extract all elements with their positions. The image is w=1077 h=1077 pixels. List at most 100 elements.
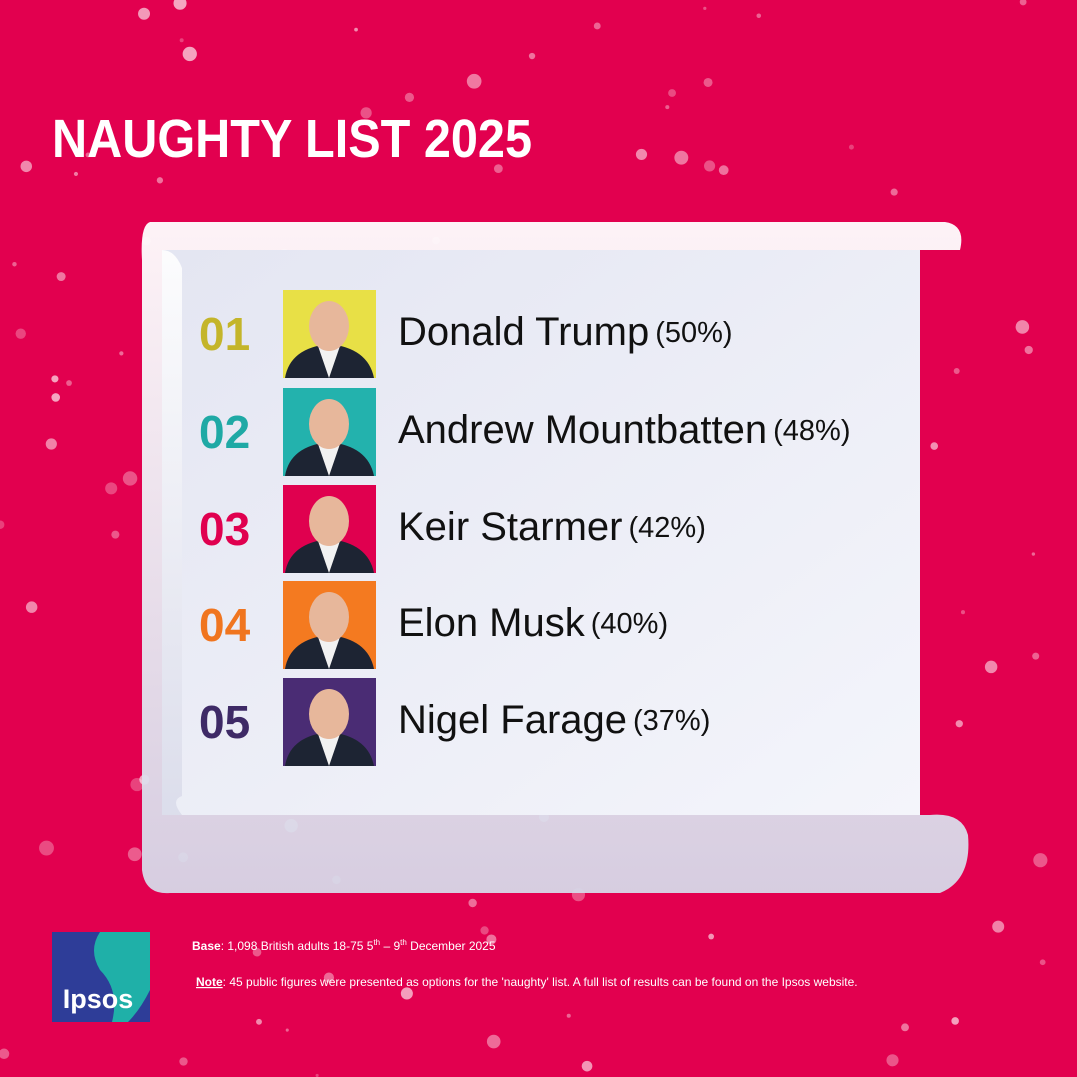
snowflake bbox=[122, 471, 138, 486]
photo bbox=[283, 485, 376, 573]
snowflake bbox=[0, 1048, 10, 1060]
snowflake bbox=[354, 27, 358, 32]
snowflake bbox=[493, 164, 503, 174]
snowflake bbox=[85, 152, 91, 158]
name: Elon Musk bbox=[398, 601, 586, 645]
entry: Andrew Mountbatten (48%) bbox=[398, 408, 850, 452]
snowflake bbox=[256, 1018, 262, 1025]
entry: Keir Starmer (42%) bbox=[398, 505, 706, 549]
base-note: Base: 1,098 British adults 18-75 5th – 9… bbox=[192, 938, 496, 953]
snowflake bbox=[25, 601, 38, 613]
snowflake bbox=[486, 1034, 501, 1049]
logo-text: Ipsos bbox=[63, 984, 134, 1014]
snowflake bbox=[951, 1017, 959, 1025]
base-sup: th bbox=[400, 938, 407, 947]
snowflake bbox=[73, 171, 79, 176]
photo bbox=[283, 581, 376, 669]
photo-collar bbox=[318, 541, 340, 573]
name: Keir Starmer bbox=[398, 505, 623, 549]
snowflake bbox=[953, 368, 960, 374]
photo-collar bbox=[318, 444, 340, 476]
rank: 02 bbox=[199, 406, 250, 458]
base-text: – 9 bbox=[380, 939, 400, 953]
base-text: December 2025 bbox=[407, 939, 496, 953]
photo-collar bbox=[318, 637, 340, 669]
photo-face bbox=[309, 592, 349, 642]
snowflake bbox=[111, 530, 120, 539]
snowflake bbox=[703, 6, 707, 10]
scroll-frame bbox=[141, 222, 969, 894]
snowflake bbox=[930, 442, 939, 450]
photo bbox=[283, 388, 376, 476]
snowflake bbox=[984, 660, 998, 674]
snowflake bbox=[156, 177, 164, 184]
snowflake bbox=[360, 107, 372, 119]
entry: Nigel Farage (37%) bbox=[398, 698, 710, 742]
list: 01 Donald Trump (50%)02 Andrew Mountbatten(… bbox=[199, 290, 850, 766]
snowflake bbox=[901, 1023, 909, 1032]
snowflake bbox=[182, 46, 197, 62]
snowflake bbox=[15, 328, 26, 339]
base-sup: th bbox=[373, 938, 380, 947]
snowflake bbox=[668, 89, 676, 97]
snowflake bbox=[1032, 652, 1040, 660]
snowflake bbox=[323, 972, 335, 983]
snowflake bbox=[127, 847, 142, 862]
snowflake bbox=[1039, 959, 1046, 966]
entry: Donald Trump (50%) bbox=[398, 310, 733, 354]
snowflake bbox=[252, 947, 262, 957]
snowflake bbox=[173, 0, 187, 10]
name: Andrew Mountbatten bbox=[398, 408, 767, 452]
snowflake bbox=[848, 144, 854, 150]
rank: 04 bbox=[199, 599, 251, 651]
logo-figure bbox=[94, 932, 150, 1022]
base-text: : 1,098 British adults 18-75 5 bbox=[221, 939, 374, 953]
snowflake bbox=[105, 482, 118, 495]
photo-collar bbox=[318, 734, 340, 766]
snowflake bbox=[138, 7, 151, 20]
snowflake bbox=[466, 73, 482, 89]
title: NAUGHTY LIST 2025 bbox=[52, 109, 532, 169]
snowflake bbox=[593, 22, 601, 30]
note: Note: 45 public figures were presented a… bbox=[196, 975, 858, 989]
photo-collar bbox=[318, 346, 340, 378]
snowflake bbox=[528, 52, 536, 60]
snowflake bbox=[674, 150, 689, 165]
snowflake bbox=[581, 1060, 593, 1072]
base-label: Base bbox=[192, 939, 221, 953]
snowflake bbox=[665, 105, 670, 110]
photo-face bbox=[309, 399, 349, 449]
snowflake bbox=[12, 261, 17, 267]
name: Donald Trump bbox=[398, 310, 649, 354]
snowflake bbox=[703, 77, 713, 87]
snowflake bbox=[39, 840, 54, 856]
snowflake bbox=[480, 926, 489, 935]
snowflake bbox=[1033, 853, 1048, 868]
entry: Elon Musk (40%) bbox=[398, 601, 668, 645]
snowflake bbox=[566, 1013, 571, 1018]
snowflake bbox=[955, 720, 963, 728]
snowflake bbox=[635, 148, 648, 160]
snowflake bbox=[179, 1057, 188, 1066]
rank: 01 bbox=[199, 308, 250, 360]
snowflake bbox=[0, 520, 5, 529]
photo-face bbox=[309, 689, 349, 739]
percent: (50%) bbox=[655, 317, 732, 349]
snowflake bbox=[179, 38, 184, 43]
snowflake bbox=[51, 393, 61, 402]
snowflake bbox=[20, 160, 33, 173]
rank: 05 bbox=[199, 696, 250, 748]
snowflake bbox=[1015, 320, 1030, 334]
photo bbox=[283, 678, 376, 766]
snowflake bbox=[315, 1073, 319, 1077]
snowflake bbox=[718, 165, 729, 176]
percent: (37%) bbox=[633, 705, 710, 737]
snowflake bbox=[285, 1028, 289, 1032]
percent: (48%) bbox=[773, 415, 850, 447]
snowflake bbox=[66, 380, 72, 386]
snowflake bbox=[1031, 552, 1036, 556]
snowflake bbox=[704, 160, 716, 172]
photo bbox=[283, 290, 376, 378]
